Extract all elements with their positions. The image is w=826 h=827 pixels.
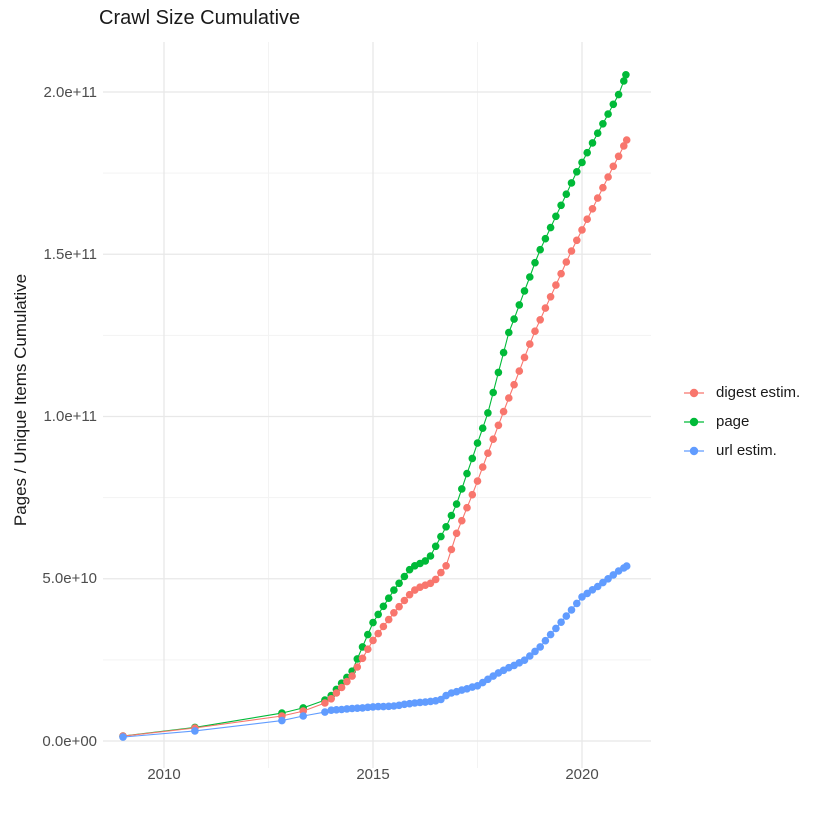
y-tick-label-0: 0.0e+00	[42, 733, 97, 750]
chart-title: Crawl Size Cumulative	[99, 7, 301, 29]
legend-item-url: url estim.	[682, 436, 800, 465]
legend-label-page: page	[716, 413, 750, 430]
legend-label-digest: digest estim.	[716, 384, 801, 401]
y-tick-label-1: 5.0e+10	[42, 570, 97, 587]
x-tick-label-2015: 2015	[356, 766, 390, 783]
legend-key-page-icon	[684, 417, 704, 426]
x-tick-label-2020: 2020	[565, 766, 599, 783]
legend-key-url-icon	[684, 446, 704, 455]
y-tick-label-3: 1.5e+11	[43, 246, 97, 263]
legend-item-digest: digest estim.	[682, 378, 800, 407]
x-tick-label-2010: 2010	[147, 766, 181, 783]
y-axis-title: Pages / Unique Items Cumulative	[11, 273, 30, 527]
legend-label-url: url estim.	[716, 442, 777, 459]
legend-item-page: page	[682, 407, 800, 436]
legend: digest estim. page url estim.	[682, 378, 800, 465]
y-tick-label-4: 2.0e+11	[43, 84, 97, 101]
y-tick-label-2: 1.0e+11	[43, 408, 97, 425]
legend-key-digest-icon	[684, 388, 704, 397]
